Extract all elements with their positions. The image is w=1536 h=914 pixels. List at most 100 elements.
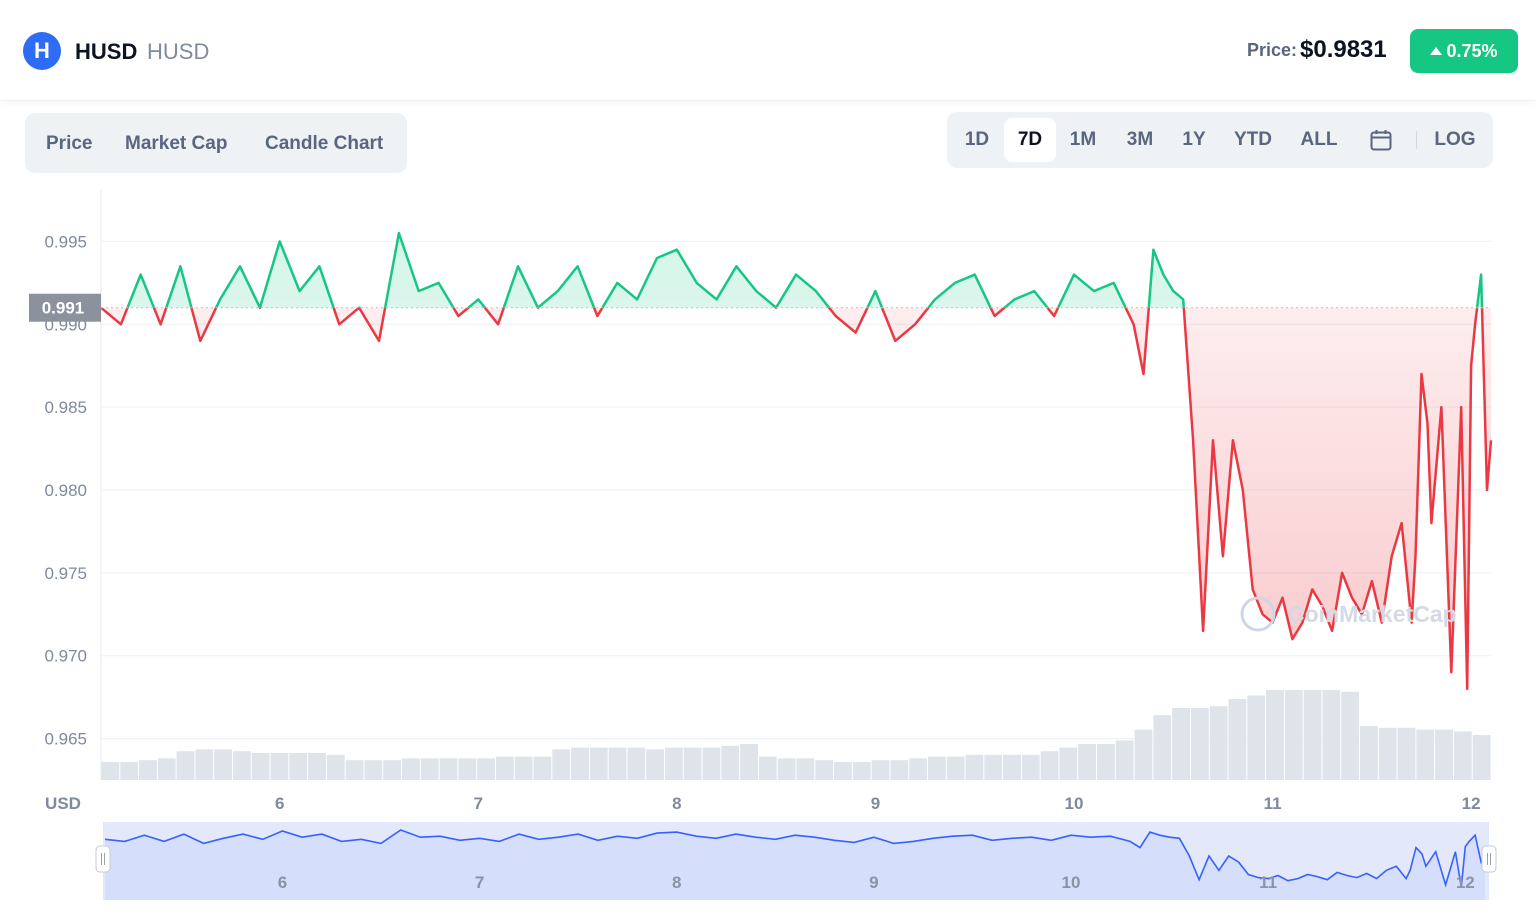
volume-bar xyxy=(796,758,815,780)
navigator-tick-label: 8 xyxy=(672,873,681,892)
volume-bar xyxy=(383,760,402,780)
y-tick-label: 0.995 xyxy=(44,232,87,251)
x-axis: 6 7 8 9 10 11 12 xyxy=(275,794,1481,813)
volume-bar xyxy=(1341,691,1360,780)
volume-bar xyxy=(946,756,965,780)
volume-bar xyxy=(1209,706,1228,780)
range-all-button[interactable]: ALL xyxy=(1300,129,1338,150)
volume-bar xyxy=(927,756,946,780)
divider xyxy=(1416,131,1417,149)
below-baseline-area xyxy=(101,307,1491,689)
navigator-left-handle[interactable] xyxy=(95,845,111,873)
navigator-tick-label: 12 xyxy=(1456,873,1475,892)
volume-bar xyxy=(1172,708,1190,780)
volume-bar xyxy=(1115,740,1134,780)
volume-bar xyxy=(608,747,627,780)
y-tick-label: 0.985 xyxy=(44,398,87,417)
y-tick-label: 0.975 xyxy=(44,564,87,583)
volume-bar xyxy=(495,756,514,780)
navigator-right-handle[interactable] xyxy=(1481,845,1497,873)
volume-bar xyxy=(101,762,120,780)
volume-bar xyxy=(533,756,552,780)
price-area xyxy=(101,233,1491,689)
time-range-selector: 1D 7D 1M 3M 1Y YTD ALL LOG xyxy=(947,112,1493,168)
volume-bar xyxy=(1003,754,1021,780)
price-line-below xyxy=(100,307,1493,691)
navigator-tick-label: 10 xyxy=(1062,873,1081,892)
coin-name: HUSD xyxy=(75,39,138,64)
range-1y-button[interactable]: 1Y xyxy=(1182,129,1206,150)
above-baseline-area xyxy=(101,233,1491,308)
tab-candle-chart[interactable]: Candle Chart xyxy=(265,133,384,154)
price-line xyxy=(100,231,1493,691)
volume-bar xyxy=(1453,731,1472,780)
baseline-label-box xyxy=(29,293,101,322)
navigator-tick-label: 7 xyxy=(475,873,484,892)
volume-bar xyxy=(777,758,796,780)
watermark: CoinMarketCap xyxy=(1240,596,1457,632)
range-1d-button[interactable]: 1D xyxy=(964,129,990,150)
x-tick-label: 7 xyxy=(474,794,483,813)
volume-bar xyxy=(195,749,214,780)
watermark-text: CoinMarketCap xyxy=(1288,601,1457,627)
log-scale-toggle[interactable]: LOG xyxy=(1434,129,1476,150)
volume-bar xyxy=(477,758,495,780)
volume-bar xyxy=(308,753,326,780)
volume-bar xyxy=(270,753,289,780)
volume-bar xyxy=(627,747,646,780)
volume-bar xyxy=(1040,751,1059,780)
volume-bar xyxy=(251,753,270,780)
volume-bar xyxy=(420,758,439,780)
volume-bar xyxy=(1378,727,1397,780)
volume-bar xyxy=(1435,729,1453,780)
volume-bar xyxy=(721,745,740,780)
volume-bar xyxy=(514,756,533,780)
volume-bar xyxy=(1059,747,1078,780)
volume-bar xyxy=(176,751,195,780)
range-ytd-button[interactable]: YTD xyxy=(1234,129,1272,150)
arrow-up-icon xyxy=(1430,47,1443,55)
volume-bar xyxy=(439,758,458,780)
volume-bar xyxy=(758,756,777,780)
baseline-label: 0.991 xyxy=(42,299,85,318)
volume-bar xyxy=(1021,754,1040,780)
volume-bar xyxy=(815,760,834,780)
navigator-line xyxy=(104,829,1486,888)
range-1m-button[interactable]: 1M xyxy=(1069,129,1097,150)
volume-bar xyxy=(1303,690,1322,780)
volume-bar xyxy=(157,758,176,780)
range-navigator[interactable]: 6 7 8 9 10 11 12 xyxy=(95,822,1497,900)
volume-bar xyxy=(871,760,890,780)
volume-bar xyxy=(1097,744,1115,780)
range-3m-button[interactable]: 3M xyxy=(1126,129,1154,150)
range-7d-button[interactable]: 7D xyxy=(1004,118,1056,162)
volume-bar xyxy=(1284,690,1303,780)
tab-market-cap[interactable]: Market Cap xyxy=(125,133,228,154)
price-label: Price: xyxy=(1247,40,1298,60)
volume-bar xyxy=(232,751,251,780)
volume-bar xyxy=(214,749,232,780)
navigator-area xyxy=(105,830,1485,900)
y-tick-label: 0.965 xyxy=(44,730,87,749)
volume-bar xyxy=(702,747,721,780)
x-tick-label: 6 xyxy=(275,794,284,813)
volume-bar xyxy=(852,762,871,780)
x-tick-label: 9 xyxy=(871,794,880,813)
calendar-icon[interactable] xyxy=(1369,128,1393,152)
volume-bar xyxy=(1397,727,1416,780)
navigator-tick-label: 11 xyxy=(1259,873,1277,892)
volume-bar xyxy=(646,749,665,780)
volume-bar xyxy=(984,754,1003,780)
volume-bar xyxy=(139,760,157,780)
volume-bars xyxy=(101,690,1491,780)
price-change-value: 0.75% xyxy=(1446,40,1498,61)
x-tick-label: 10 xyxy=(1065,794,1084,813)
volume-bar xyxy=(1228,699,1247,780)
volume-bar xyxy=(1190,708,1209,780)
chart-type-tabs: Price Market Cap Candle Chart xyxy=(25,113,407,173)
tab-price[interactable]: Price xyxy=(46,133,93,154)
volume-bar xyxy=(289,753,308,780)
price-line-above xyxy=(100,231,1484,308)
